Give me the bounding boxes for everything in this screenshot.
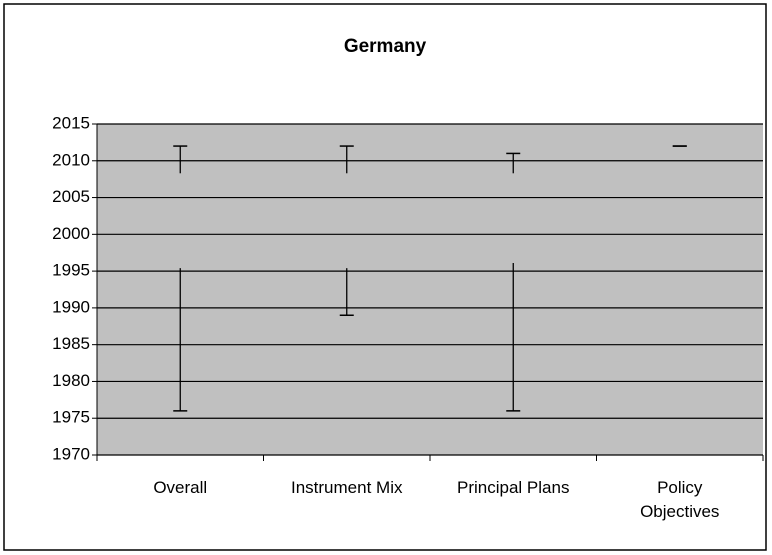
x-tick-label: Overall <box>153 478 208 497</box>
y-tick-label: 2005 <box>52 187 90 206</box>
y-tick-label: 1985 <box>52 334 90 353</box>
y-tick-label: 2015 <box>52 113 90 132</box>
plot-area <box>97 124 763 455</box>
y-tick-label: 2010 <box>52 150 90 169</box>
y-tick-label: 1995 <box>52 261 90 280</box>
y-tick-label: 1970 <box>52 444 90 463</box>
y-tick-label: 2000 <box>52 224 90 243</box>
chart-title: Germany <box>344 36 427 57</box>
x-tick-label: Instrument Mix <box>291 478 403 497</box>
y-tick-label: 1990 <box>52 297 90 316</box>
x-tick-label: Policy Objectives <box>640 478 720 521</box>
y-tick-label: 1980 <box>52 371 90 390</box>
x-tick-label: Principal Plans <box>457 478 570 497</box>
y-tick-label: 1975 <box>52 408 90 427</box>
